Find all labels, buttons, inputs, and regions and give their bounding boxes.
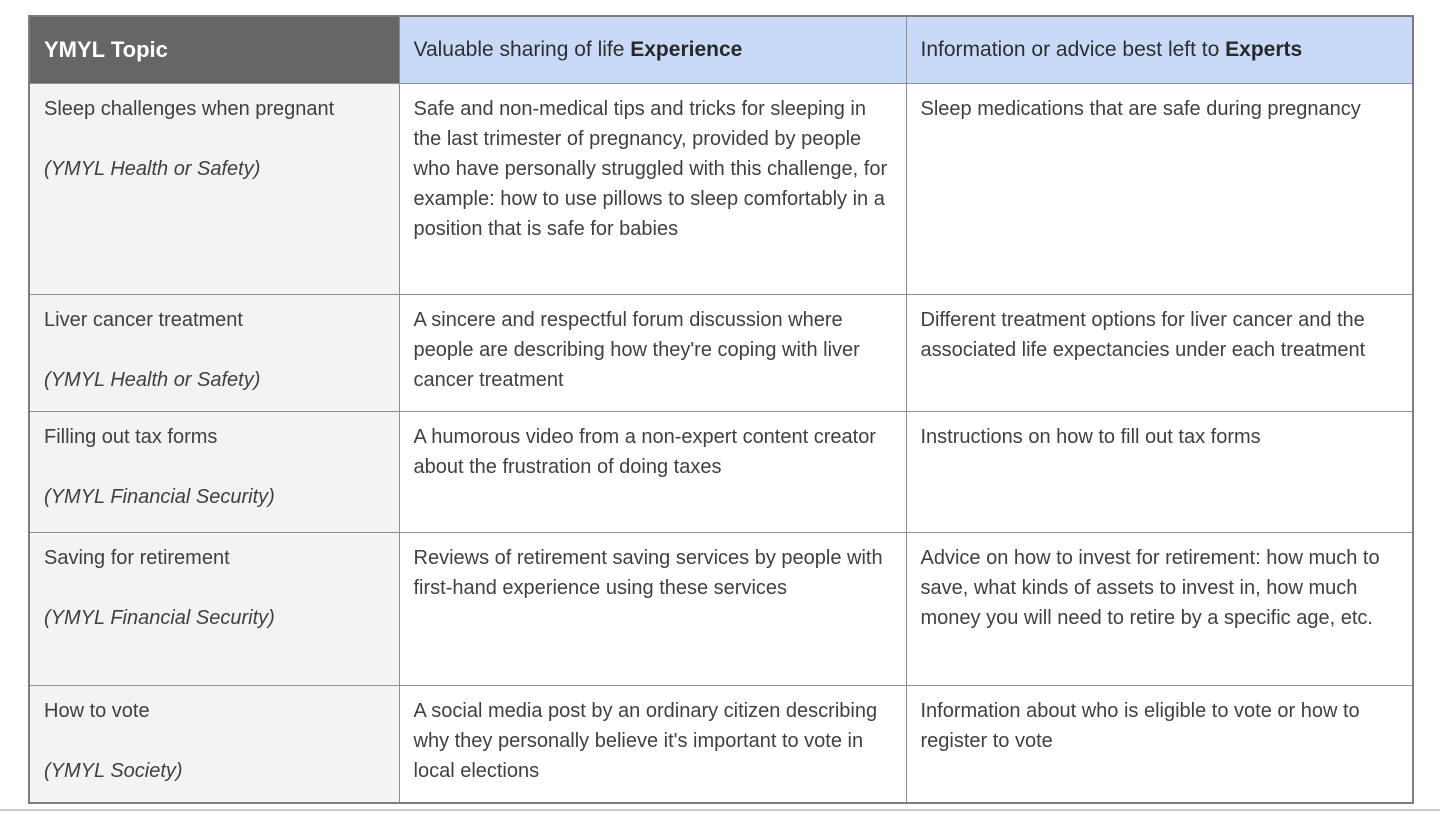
- experts-cell: Different treatment options for liver ca…: [905, 293, 1414, 412]
- topic-category: (YMYL Health or Safety): [44, 157, 261, 180]
- topic-category: (YMYL Society): [44, 759, 183, 782]
- topic-cell: Liver cancer treatment (YMYL Health or S…: [28, 293, 400, 412]
- table-row: Liver cancer treatment (YMYL Health or S…: [28, 293, 1414, 412]
- experts-cell: Information about who is eligible to vot…: [905, 684, 1414, 804]
- topic-category: (YMYL Financial Security): [44, 606, 275, 629]
- topic-label: Saving for retirement: [44, 546, 230, 569]
- experience-cell: A social media post by an ordinary citiz…: [398, 684, 907, 804]
- experience-cell: Reviews of retirement saving services by…: [398, 531, 907, 686]
- header-experts-bold: Experts: [1225, 37, 1303, 61]
- topic-cell: Filling out tax forms (YMYL Financial Se…: [28, 410, 400, 533]
- topic-cell: Sleep challenges when pregnant (YMYL Hea…: [28, 82, 400, 295]
- experience-cell: Safe and non-medical tips and tricks for…: [398, 82, 907, 295]
- header-experience-text: Valuable sharing of life: [413, 37, 631, 61]
- table-row: How to vote (YMYL Society) A social medi…: [28, 684, 1414, 804]
- topic-label: How to vote: [44, 699, 150, 722]
- header-experts-text: Information or advice best left to: [920, 37, 1226, 61]
- table-row: Saving for retirement (YMYL Financial Se…: [28, 531, 1414, 686]
- header-cell-ymyl-topic: YMYL Topic: [28, 15, 400, 84]
- topic-category: (YMYL Financial Security): [44, 485, 275, 508]
- experts-cell: Sleep medications that are safe during p…: [905, 82, 1414, 295]
- topic-label: Liver cancer treatment: [44, 308, 243, 331]
- topic-label: Sleep challenges when pregnant: [44, 97, 335, 120]
- header-cell-experts: Information or advice best left to Exper…: [905, 15, 1414, 84]
- topic-label: Filling out tax forms: [44, 425, 218, 448]
- frame-bottom-edge: [0, 809, 1440, 811]
- table-row: Sleep challenges when pregnant (YMYL Hea…: [28, 82, 1414, 295]
- experience-cell: A humorous video from a non-expert conte…: [398, 410, 907, 533]
- topic-category: (YMYL Health or Safety): [44, 368, 261, 391]
- topic-cell: How to vote (YMYL Society): [28, 684, 400, 804]
- experience-cell: A sincere and respectful forum discussio…: [398, 293, 907, 412]
- table-row: Filling out tax forms (YMYL Financial Se…: [28, 410, 1414, 533]
- header-cell-experience: Valuable sharing of life Experience: [398, 15, 907, 84]
- experts-cell: Instructions on how to fill out tax form…: [905, 410, 1414, 533]
- experts-cell: Advice on how to invest for retirement: …: [905, 531, 1414, 686]
- ymyl-topics-table: YMYL Topic Valuable sharing of life Expe…: [28, 15, 1414, 804]
- header-experience-bold: Experience: [630, 37, 743, 61]
- header-row: YMYL Topic Valuable sharing of life Expe…: [28, 15, 1414, 84]
- topic-cell: Saving for retirement (YMYL Financial Se…: [28, 531, 400, 686]
